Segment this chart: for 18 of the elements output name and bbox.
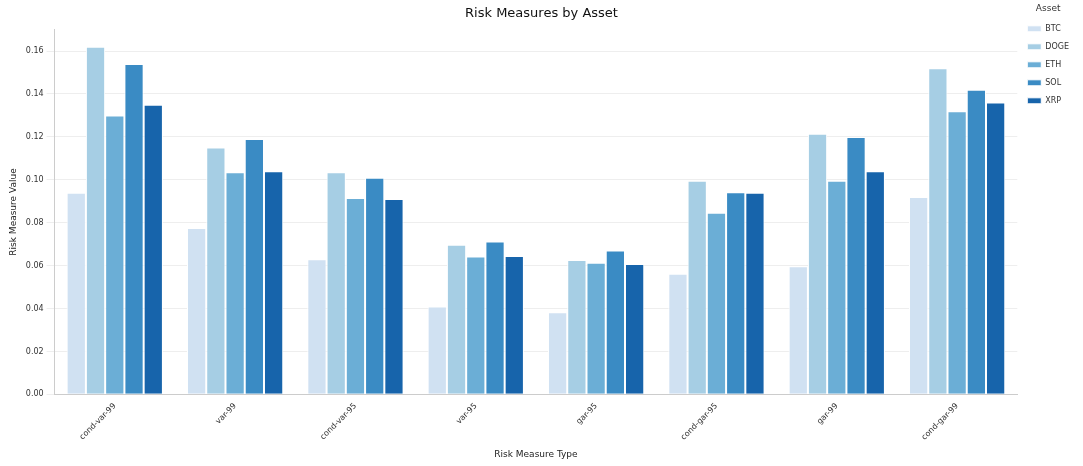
y-tick-label: 0.00 bbox=[25, 389, 44, 399]
y-tick-label: 0.14 bbox=[25, 89, 44, 99]
y-axis-title: Risk Measure Value bbox=[7, 167, 18, 256]
x-axis-title: Risk Measure Type bbox=[494, 448, 579, 459]
legend-title: Asset bbox=[1035, 2, 1061, 13]
y-tick-label: 0.12 bbox=[25, 131, 44, 141]
y-tick-label: 0.16 bbox=[25, 46, 44, 56]
legend-label: DOGE bbox=[1045, 41, 1070, 51]
y-tick-label: 0.06 bbox=[25, 260, 44, 270]
legend-label: SOL bbox=[1045, 77, 1062, 87]
chart-title: Risk Measures by Asset bbox=[465, 5, 618, 21]
legend-label: BTC bbox=[1045, 23, 1062, 33]
legend-label: XRP bbox=[1045, 95, 1062, 105]
y-tick-label: 0.04 bbox=[25, 303, 44, 313]
legend-label: ETH bbox=[1045, 59, 1062, 69]
y-tick-label: 0.02 bbox=[25, 346, 44, 356]
y-tick-label: 0.10 bbox=[25, 174, 44, 184]
y-tick-label: 0.08 bbox=[25, 217, 44, 227]
